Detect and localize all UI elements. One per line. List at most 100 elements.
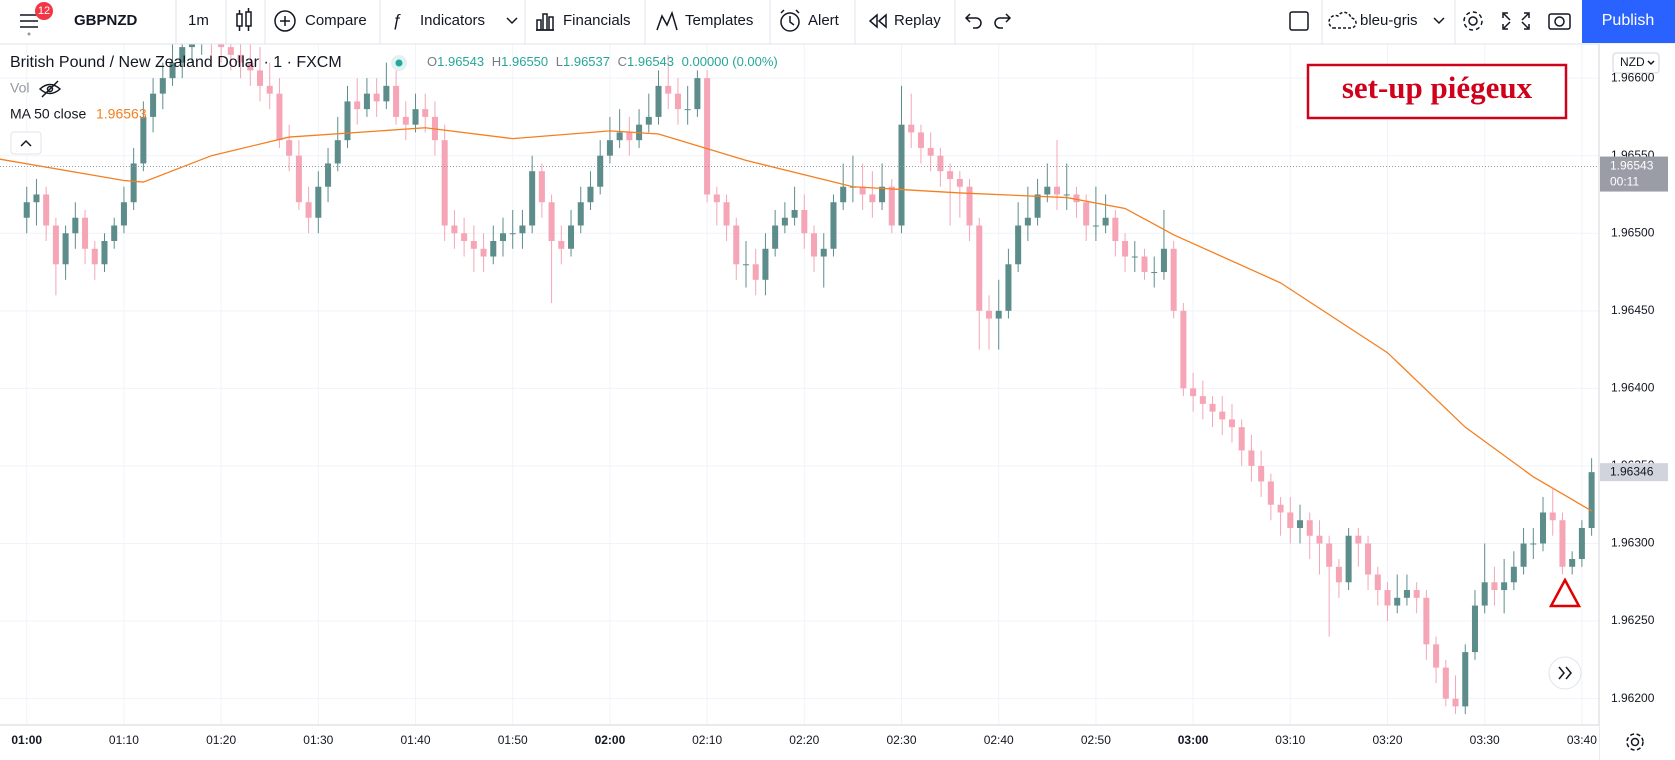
candle-body [1141, 256, 1148, 273]
candle-body [451, 225, 458, 234]
axis-settings[interactable] [1626, 733, 1644, 751]
candle-body [286, 140, 293, 156]
candle-body [781, 217, 788, 226]
y-tick-label: 1.96250 [1611, 613, 1655, 627]
candle-body [140, 116, 147, 164]
toolbar-button[interactable]: Templates [685, 12, 753, 29]
x-tick-label: 01:50 [498, 733, 528, 747]
candle-body [383, 85, 390, 102]
collapse-icon [20, 139, 32, 147]
candle-body [72, 217, 79, 234]
candle-body [130, 163, 137, 203]
toolbar-button[interactable]: Financials [563, 12, 631, 29]
annotation[interactable]: set-up piégeux [1342, 70, 1533, 105]
candle-body [1530, 543, 1537, 545]
ohlc-key: C [618, 54, 627, 69]
candle-body [1374, 574, 1381, 591]
candle-body [1044, 186, 1051, 195]
x-tick-label: 02:20 [789, 733, 819, 747]
price-tag [1600, 156, 1668, 192]
menu-icon [20, 14, 38, 28]
candle-body [1559, 520, 1566, 567]
candle-body [606, 140, 613, 156]
x-tick-label: 01:20 [206, 733, 236, 747]
toolbar-button[interactable]: Compare [305, 12, 367, 29]
candle-body [1054, 186, 1061, 195]
menu-dot [27, 32, 31, 36]
candle-body [1151, 272, 1158, 274]
badge [35, 2, 53, 20]
redo[interactable] [994, 13, 1012, 29]
publish-button[interactable] [1582, 0, 1675, 43]
candle-body [188, 44, 195, 48]
publish-label[interactable]: Publish [1602, 12, 1654, 29]
toolbar-button[interactable]: Alert [808, 12, 840, 29]
candle-body [597, 155, 604, 187]
x-tick-label: 03:20 [1372, 733, 1402, 747]
annotation-box[interactable] [1306, 63, 1568, 120]
snapshot[interactable] [1548, 13, 1571, 30]
candle-body [1112, 217, 1119, 242]
badge-count: 12 [38, 5, 50, 17]
y-tick-label: 1.96500 [1611, 225, 1655, 239]
toolbar-button[interactable]: Indicators [420, 12, 485, 29]
candle-body [1442, 667, 1449, 699]
time-axis-bg [0, 725, 1599, 760]
candle-body [674, 93, 681, 110]
layout-icon[interactable] [1289, 11, 1309, 31]
y-tick-label: 1.96300 [1611, 536, 1655, 550]
collapse-button[interactable] [10, 131, 42, 155]
x-tick-label: 03:00 [1178, 733, 1209, 747]
interval[interactable]: 1m [188, 12, 209, 29]
candle-body [1034, 194, 1041, 218]
candle-body [742, 264, 750, 266]
candle-body [1588, 472, 1595, 528]
candle-body [616, 132, 623, 141]
x-tick-label: 02:40 [984, 733, 1014, 747]
candle-body [120, 202, 127, 226]
x-tick-label: 01:40 [401, 733, 431, 747]
currency[interactable]: NZD [1620, 55, 1645, 69]
candle-body [879, 186, 886, 203]
candle-body [1267, 481, 1274, 505]
candle-body [1481, 582, 1488, 606]
candle-body [1452, 698, 1459, 707]
fullscreen[interactable] [1502, 12, 1530, 30]
candle-body [441, 140, 448, 226]
x-tick-label: 03:10 [1275, 733, 1305, 747]
candle-body [1423, 597, 1430, 645]
toolbar: 12 GBPNZD 1m Compare ƒ Indicators Financ… [0, 0, 1675, 45]
candle-body [334, 140, 341, 164]
menu-button[interactable]: 12 [20, 2, 53, 36]
x-tick-label: 03:40 [1567, 733, 1597, 747]
candle-body [888, 186, 895, 226]
candle-body [470, 241, 477, 249]
scroll-button[interactable] [1548, 656, 1582, 690]
candle-body [373, 93, 380, 102]
undo[interactable] [964, 13, 982, 29]
candle-body [305, 202, 312, 218]
layout-name[interactable]: bleu-gris [1360, 12, 1418, 29]
ma-value: 1.96563 [96, 106, 147, 122]
chart-type-icon[interactable] [236, 8, 252, 31]
candle-body [985, 310, 993, 319]
settings[interactable] [1463, 11, 1483, 31]
change: 0.00000 (0.00%) [682, 54, 778, 69]
countdown: 00:11 [1610, 175, 1639, 189]
candle-body [1316, 535, 1323, 544]
candle-body [363, 93, 370, 110]
triangle-annotation[interactable] [1548, 577, 1582, 608]
candle-body [966, 186, 973, 226]
toolbar-button[interactable]: Replay [894, 12, 941, 29]
hidden-icon[interactable] [38, 80, 62, 98]
chevron[interactable] [506, 17, 518, 25]
chevron[interactable] [1433, 17, 1445, 25]
candle-body [820, 248, 827, 257]
x-tick-label: 01:10 [109, 733, 139, 747]
candle-body [1277, 504, 1284, 513]
currency-button[interactable] [1612, 52, 1660, 74]
candle-body [82, 217, 89, 249]
candle-body [733, 225, 740, 265]
symbol[interactable]: GBPNZD [74, 12, 138, 29]
candle-body [1287, 512, 1294, 528]
